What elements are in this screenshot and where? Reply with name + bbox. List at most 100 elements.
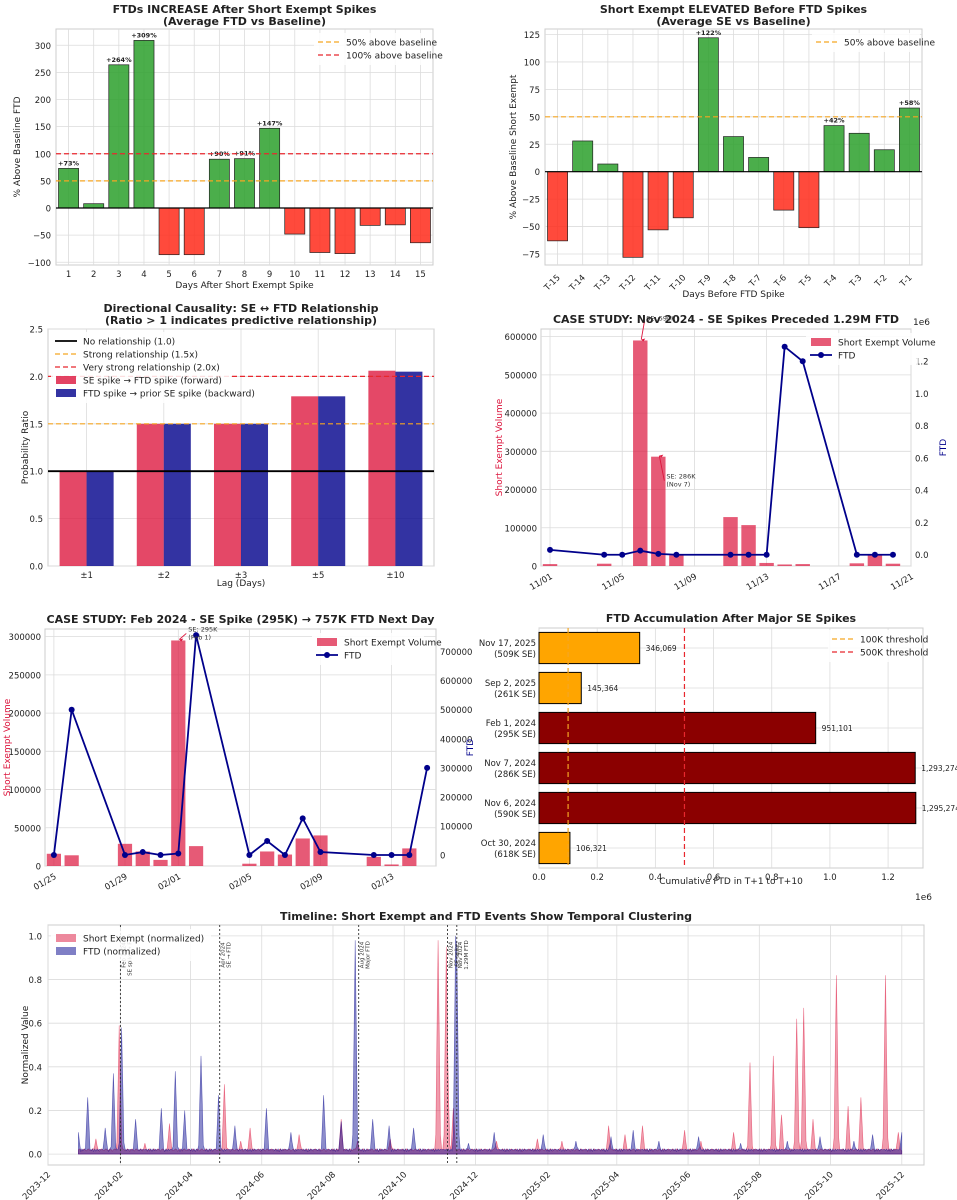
ftd-point-2024-11-19 bbox=[871, 551, 878, 558]
x-tick-label: 11/01 bbox=[528, 572, 554, 593]
y-tick-label: 100000 bbox=[9, 786, 41, 796]
bar-data-label: 1,293,274 bbox=[921, 764, 957, 773]
chart-subtitle: (Average FTD vs Baseline) bbox=[163, 15, 326, 28]
legend-label: Short Exempt Volume bbox=[838, 339, 936, 349]
y-tick-label: (286K SE) bbox=[494, 770, 536, 780]
bar-1 bbox=[58, 168, 79, 209]
chart-p5: CASE STUDY: Feb 2024 - SE Spike (295K) →… bbox=[3, 613, 476, 893]
x-tick-label: 15 bbox=[415, 270, 426, 280]
event-marker-label: Major FTD bbox=[366, 941, 372, 969]
x-tick-label: 11/05 bbox=[601, 572, 627, 593]
bar-forward-4 bbox=[368, 370, 396, 566]
x-tick-label: T-4 bbox=[822, 273, 839, 290]
x-tick-label: T-13 bbox=[592, 273, 613, 294]
legend-box bbox=[828, 630, 922, 662]
y-tick-label: 300000 bbox=[9, 633, 41, 643]
x-tick-label: T-7 bbox=[747, 273, 764, 290]
legend-box bbox=[314, 33, 432, 65]
x-tick-label: T-8 bbox=[722, 273, 739, 290]
se-bar-2024-02-02 bbox=[188, 846, 204, 866]
legend-swatch bbox=[56, 934, 76, 942]
y2-tick-label: 0.0 bbox=[915, 551, 929, 561]
x-tick-label: T-6 bbox=[772, 273, 789, 290]
se-bar-2024-01-26 bbox=[64, 855, 79, 866]
y-tick-label: 100000 bbox=[505, 524, 537, 534]
x-tick-label: 11/09 bbox=[673, 572, 699, 593]
legend-label: FTD spike → prior SE spike (backward) bbox=[83, 390, 255, 400]
annotation-arrowhead bbox=[641, 338, 646, 342]
y-tick-label: 0 bbox=[535, 168, 540, 178]
x-tick-label: 12 bbox=[340, 270, 351, 280]
x-tick-label: 11 bbox=[314, 270, 325, 280]
event-marker-label: 1.29M FTD bbox=[464, 940, 470, 969]
se-bar-2024-11-12 bbox=[741, 525, 756, 566]
legend-swatch bbox=[56, 389, 76, 397]
ftd-point-2024-02-09 bbox=[317, 849, 324, 856]
legend-swatch bbox=[56, 376, 76, 384]
y-tick-label: 500000 bbox=[505, 371, 537, 381]
ftd-point-2024-02-05 bbox=[246, 851, 253, 858]
x-tick-label: 0.0 bbox=[532, 873, 546, 883]
x-tick-label: 0.6 bbox=[707, 873, 721, 883]
x-tick-label: 9 bbox=[267, 270, 272, 280]
bar-T-2 bbox=[873, 149, 895, 173]
bar-T-10 bbox=[672, 171, 694, 219]
legend-label: FTD (normalized) bbox=[83, 948, 160, 958]
y-tick-label: −100 bbox=[28, 259, 51, 269]
y-tick-label: 50 bbox=[40, 177, 51, 187]
legend-box bbox=[812, 33, 920, 52]
x-tick-label: 2025-10 bbox=[803, 1170, 835, 1200]
bar-13 bbox=[359, 207, 381, 226]
chart-subtitle: (Ratio > 1 indicates predictive relation… bbox=[105, 314, 377, 327]
legend-label: FTD bbox=[838, 352, 856, 362]
hbar-5 bbox=[538, 831, 571, 865]
se-bar-2024-01-31 bbox=[153, 859, 168, 866]
bar-T-4 bbox=[823, 125, 845, 173]
y-tick-label: 150 bbox=[35, 123, 51, 133]
annotation-label: SE: 590K bbox=[646, 314, 676, 322]
x-tick-label: T-12 bbox=[617, 273, 638, 294]
x-tick-label: ±2 bbox=[158, 571, 171, 581]
ftd-point-2024-11-04 bbox=[601, 551, 608, 558]
bar-data-label: 1,295,274 bbox=[922, 804, 957, 813]
ftd-point-2024-01-25 bbox=[50, 851, 57, 858]
event-marker-label: Aug 2024 bbox=[360, 941, 366, 968]
ftd-point-2024-01-31 bbox=[157, 851, 164, 858]
ftd-point-2024-01-26 bbox=[68, 706, 75, 713]
ftd-point-2024-11-07 bbox=[655, 550, 662, 557]
se-bar-2024-11-07 bbox=[651, 456, 666, 566]
se-bar-2024-11-20 bbox=[885, 563, 901, 566]
x-tick-label: 2024-10 bbox=[377, 1170, 409, 1200]
annotation-arrow bbox=[658, 455, 665, 481]
x-tick-label: 0.4 bbox=[649, 873, 663, 883]
se-bar-2024-11-01 bbox=[542, 564, 558, 566]
bar-forward-0 bbox=[59, 471, 87, 566]
x-tick-label: 4 bbox=[141, 270, 146, 280]
legend-label: 50% above baseline bbox=[844, 39, 935, 49]
se-bar-2024-02-07 bbox=[277, 854, 293, 866]
ftd-point-2024-02-13 bbox=[388, 851, 395, 858]
y-axis-label: Normalized Value bbox=[21, 1005, 31, 1084]
bar-2 bbox=[83, 203, 105, 209]
ftd-point-2024-11-11 bbox=[727, 551, 734, 558]
annotation-arrowhead bbox=[659, 454, 664, 458]
bar-forward-1 bbox=[136, 423, 164, 566]
y-axis-label: Short Exempt Volume bbox=[495, 398, 505, 496]
chart-p6: FTD Accumulation After Major SE Spikes 34… bbox=[479, 612, 957, 903]
hbar-0 bbox=[538, 631, 641, 665]
chart-title: Directional Causality: SE ↔ FTD Relation… bbox=[103, 302, 378, 315]
chart-p4: CASE STUDY: Nov 2024 - SE Spikes Precede… bbox=[495, 313, 949, 593]
y2-tick-label: 0.6 bbox=[915, 454, 929, 464]
se-bar-2024-11-18 bbox=[849, 563, 865, 566]
x-tick-label: 2024-12 bbox=[448, 1170, 480, 1200]
ftd-point-2024-11-12 bbox=[745, 551, 752, 558]
ftd-point-2024-02-12 bbox=[370, 851, 377, 858]
y-tick-label: 300000 bbox=[505, 448, 537, 458]
chart-subtitle: (Average SE vs Baseline) bbox=[656, 15, 810, 28]
y-tick-label: (590K SE) bbox=[494, 810, 536, 820]
y-tick-label: −50 bbox=[33, 232, 51, 242]
y2-tick-label: 1.2 bbox=[915, 358, 929, 368]
bar-T-14 bbox=[572, 140, 594, 173]
y-tick-label: 150000 bbox=[9, 748, 41, 758]
se-bar-2024-11-08 bbox=[669, 555, 684, 566]
